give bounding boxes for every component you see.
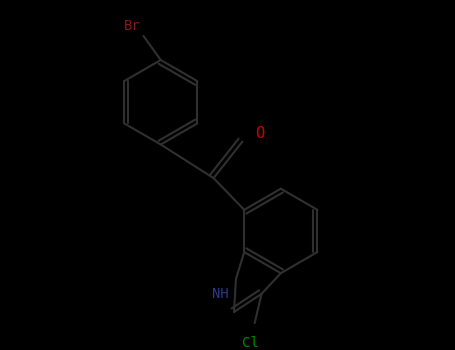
Text: O: O bbox=[255, 126, 264, 141]
Text: Br: Br bbox=[124, 19, 140, 33]
Text: NH: NH bbox=[212, 287, 228, 301]
Text: Cl: Cl bbox=[242, 336, 258, 350]
